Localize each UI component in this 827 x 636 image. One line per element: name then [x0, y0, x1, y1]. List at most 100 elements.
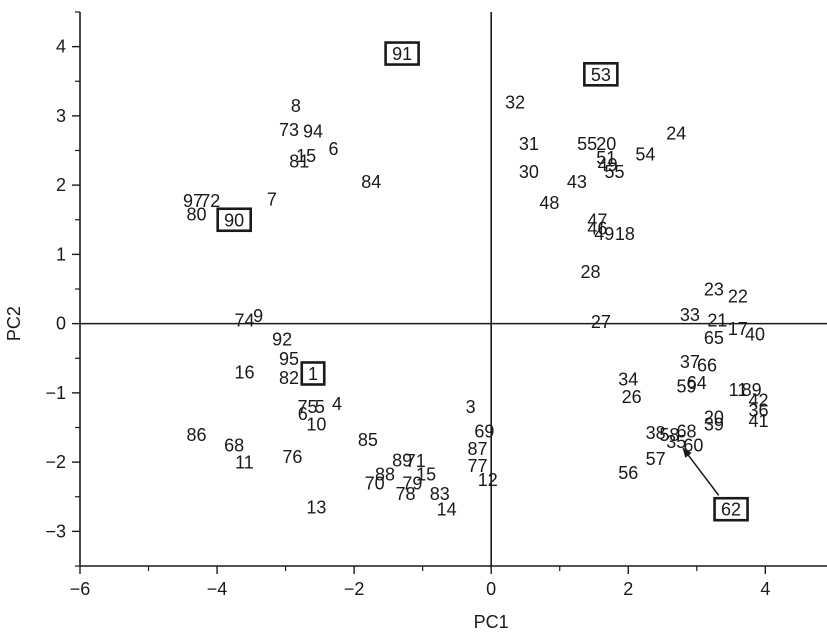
point-box — [300, 361, 326, 386]
point-label: 34 — [618, 370, 638, 390]
point-label: 6 — [298, 404, 308, 424]
point-label: 22 — [728, 286, 748, 306]
point-label: 49 — [594, 224, 614, 244]
x-tick-label: 2 — [623, 579, 633, 599]
y-tick-label: 2 — [56, 175, 66, 195]
point-label: 82 — [279, 368, 299, 388]
point-label: 43 — [567, 172, 587, 192]
point-label: 7 — [267, 189, 277, 209]
point-label: 39 — [704, 415, 724, 435]
point-label: 68 — [224, 435, 244, 455]
point-label: 12 — [478, 470, 498, 490]
annotations — [682, 447, 720, 496]
x-tick-label: 4 — [760, 579, 770, 599]
point-box — [583, 62, 619, 87]
point-label: 23 — [704, 280, 724, 300]
point-label: 79 — [402, 473, 422, 493]
point-label: 77 — [467, 456, 487, 476]
x-tick-label: 0 — [486, 579, 496, 599]
point-label: 49 — [598, 155, 618, 175]
point-label: 9 — [253, 306, 263, 326]
point-label: 65 — [704, 328, 724, 348]
point-label: 30 — [519, 162, 539, 182]
point-label: 38 — [646, 423, 666, 443]
y-tick-label: −1 — [45, 383, 66, 403]
point-label: 81 — [289, 151, 309, 171]
point-label: 20 — [704, 408, 724, 428]
point-label: 32 — [505, 93, 525, 113]
y-tick-label: 3 — [56, 106, 66, 126]
point-label: 48 — [539, 193, 559, 213]
point-label: 11 — [235, 453, 254, 473]
highlighted-point-label: 1 — [308, 364, 318, 384]
point-label: 72 — [200, 191, 220, 211]
point-label: 64 — [687, 373, 707, 393]
point-label: 54 — [635, 144, 655, 164]
y-tick-label: 4 — [56, 37, 66, 57]
point-label: 55 — [577, 134, 597, 154]
point-label: 13 — [306, 498, 326, 518]
point-label: 80 — [186, 205, 206, 225]
point-label: 35 — [666, 432, 686, 452]
point-label: 21 — [707, 311, 727, 331]
point-label: 76 — [282, 447, 302, 467]
point-box — [713, 496, 749, 522]
point-label: 89 — [742, 380, 762, 400]
point-label: 68 — [676, 421, 696, 441]
point-label: 20 — [596, 134, 616, 154]
point-label: 75 — [298, 397, 318, 417]
point-label: 92 — [272, 329, 292, 349]
point-label: 31 — [519, 134, 539, 154]
point-label: 14 — [437, 500, 457, 520]
point-label: 89 — [392, 451, 412, 471]
point-label: 51 — [596, 148, 616, 168]
point-label: 16 — [234, 363, 254, 383]
point-label: 42 — [748, 390, 768, 410]
x-axis-label: PC1 — [474, 612, 509, 631]
point-label: 8 — [291, 96, 301, 116]
point-label: 37 — [680, 352, 700, 372]
y-axis-label: PC2 — [4, 306, 24, 341]
point-label: 24 — [666, 124, 686, 144]
highlighted-point-label: 90 — [224, 210, 244, 230]
point-label: 59 — [676, 376, 696, 396]
point-label: 11 — [729, 380, 748, 400]
point-label: 66 — [697, 356, 717, 376]
point-label: 85 — [358, 430, 378, 450]
point-box — [384, 41, 420, 66]
point-label: 10 — [306, 415, 326, 435]
point-label: 3 — [466, 397, 476, 417]
point-label: 18 — [615, 224, 635, 244]
point-label: 73 — [279, 120, 299, 140]
point-label: 94 — [303, 122, 323, 142]
point-label: 26 — [622, 387, 642, 407]
point-label: 58 — [659, 425, 679, 445]
point-label: 55 — [605, 162, 625, 182]
point-label: 83 — [430, 484, 450, 504]
point-label: 15 — [296, 146, 316, 166]
point-label: 5 — [315, 397, 325, 417]
point-label: 41 — [748, 411, 768, 431]
point-label: 40 — [745, 325, 765, 345]
x-tick-label: −6 — [70, 579, 91, 599]
y-tick-label: −2 — [45, 452, 66, 472]
highlighted-point-label: 91 — [392, 44, 412, 64]
x-tick-label: −4 — [207, 579, 228, 599]
point-label: 57 — [646, 449, 666, 469]
highlighted-point-label: 62 — [721, 500, 741, 520]
point-label: 56 — [618, 463, 638, 483]
point-label: 78 — [396, 484, 416, 504]
point-label: 87 — [467, 439, 487, 459]
point-label: 95 — [279, 349, 299, 369]
point-label: 84 — [361, 172, 381, 192]
point-label: 33 — [680, 305, 700, 325]
point-label: 6 — [329, 139, 339, 159]
point-label: 17 — [728, 319, 748, 339]
point-label: 71 — [406, 451, 426, 471]
y-tick-label: −3 — [45, 521, 66, 541]
point-label: 4 — [332, 394, 342, 414]
point-label: 15 — [416, 464, 436, 484]
point-label: 46 — [587, 219, 607, 239]
